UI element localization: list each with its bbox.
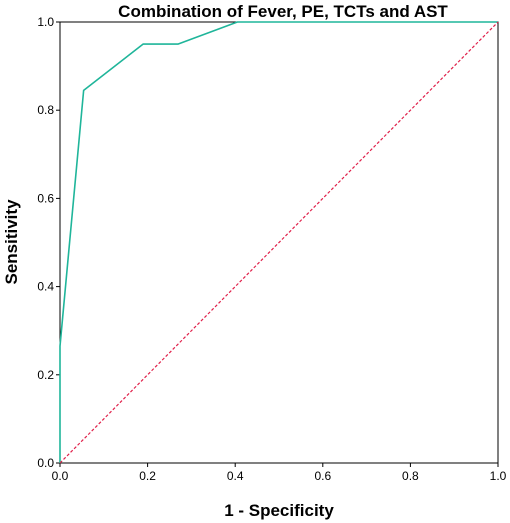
y-tick-label: 0.2 (37, 368, 54, 382)
y-axis-label: Sensitivity (2, 199, 21, 285)
y-tick-label: 1.0 (37, 15, 54, 29)
x-axis-label: 1 - Specificity (224, 501, 334, 520)
chart-title: Combination of Fever, PE, TCTs and AST (118, 2, 448, 21)
x-tick-label: 0.0 (52, 469, 69, 483)
y-tick-label: 0.6 (37, 191, 54, 205)
x-axis-ticks: 0.0 0.2 0.4 0.6 0.8 1.0 (52, 463, 507, 483)
x-tick-label: 0.2 (139, 469, 156, 483)
series-layer (59, 21, 499, 464)
x-tick-label: 1.0 (490, 469, 507, 483)
y-tick-label: 0.8 (37, 103, 54, 117)
roc-curve (59, 21, 498, 463)
x-tick-label: 0.6 (314, 469, 331, 483)
y-tick-label: 0.0 (37, 456, 54, 470)
y-axis-ticks: 0.0 0.2 0.4 0.6 0.8 1.0 (37, 15, 60, 470)
x-tick-label: 0.8 (402, 469, 419, 483)
y-tick-label: 0.4 (37, 280, 54, 294)
reference-line (59, 21, 499, 464)
x-tick-label: 0.4 (227, 469, 244, 483)
